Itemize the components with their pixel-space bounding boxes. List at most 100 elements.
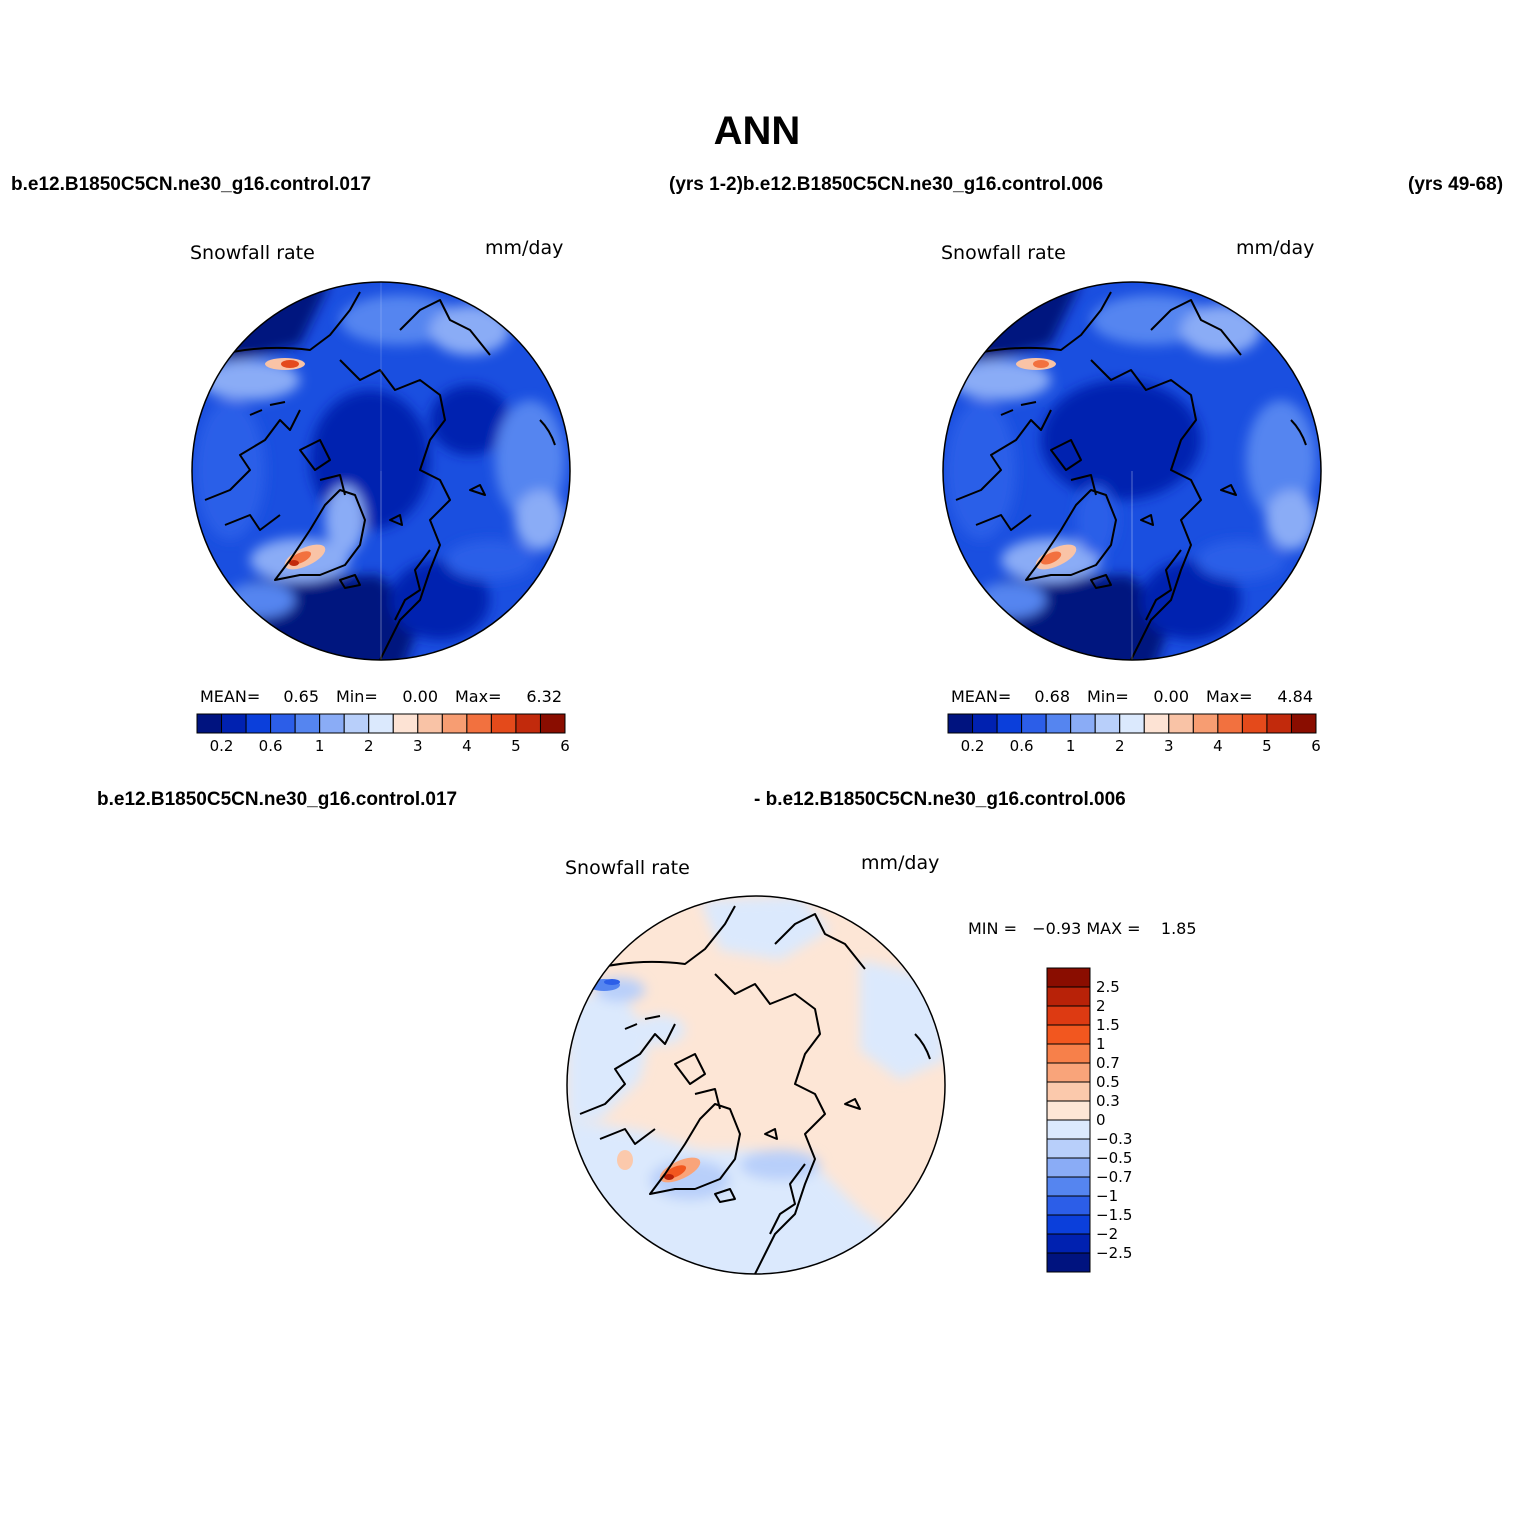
diff-colorbar-swatch	[1046, 1214, 1091, 1235]
panel-1-colorbar-tick-label: 3	[413, 737, 423, 755]
diff-header-right: - b.e12.B1850C5CN.ne30_g16.control.006	[754, 789, 1126, 810]
diff-colorbar-tick-label: −1.5	[1096, 1206, 1132, 1224]
diff-colorbar-swatch	[1046, 1062, 1091, 1083]
diff-polar-map	[567, 896, 945, 1274]
diff-colorbar-tick-label: 1.5	[1096, 1016, 1120, 1034]
panel-1-polar-map	[192, 282, 570, 660]
panel-1-colorbar-swatch	[196, 713, 223, 734]
panel-2-colorbar-tick-label: 3	[1164, 737, 1174, 755]
panel-1-colorbar-swatch	[539, 713, 566, 734]
figure-title: ANN	[714, 109, 801, 153]
diff-colorbar-tick-label: −0.3	[1096, 1130, 1132, 1148]
panel-1-colorbar-swatch	[319, 713, 345, 734]
diff-colorbar-swatch	[1046, 1081, 1091, 1102]
panel-1-colorbar-swatch	[515, 713, 541, 734]
diff-colorbar-tick-label: −2.5	[1096, 1244, 1132, 1262]
header-left: b.e12.B1850C5CN.ne30_g16.control.017	[11, 174, 371, 195]
diff-colorbar-tick-label: 2.5	[1096, 978, 1120, 996]
panel-2-colorbar-swatch	[1045, 713, 1072, 734]
diff-variable: Snowfall rate	[565, 857, 690, 879]
panel-1-colorbar-tick-label: 4	[462, 737, 472, 755]
map-panel-2: Snowfall rate mm/day	[941, 237, 1322, 755]
diff-units: mm/day	[861, 852, 939, 874]
panel-1-colorbar-swatch	[441, 713, 468, 734]
panel-2-colorbar-swatch	[1266, 713, 1292, 734]
diff-colorbar-tick-label: 0.5	[1096, 1073, 1120, 1091]
panel-1-colorbar-swatch	[368, 713, 394, 734]
map-panel-diff: Snowfall rate mm/day MIN = −0.93 MAX = 1…	[565, 852, 1197, 1275]
panel-1-colorbar-swatch	[270, 713, 296, 734]
panel-1-max-value: 6.32	[526, 687, 562, 706]
diff-colorbar-tick-label: 0	[1096, 1111, 1106, 1129]
panel-2-colorbar-swatch	[1094, 713, 1121, 734]
panel-1-colorbar-tick-label: 2	[364, 737, 374, 755]
panel-2-colorbar-swatch	[1021, 713, 1047, 734]
panel-1-colorbar-swatch	[417, 713, 443, 734]
panel-2-colorbar-swatch	[1168, 713, 1194, 734]
panel-2-mean-value: 0.68	[1034, 687, 1070, 706]
panel-1-mean-value: 0.65	[283, 687, 319, 706]
diff-colorbar-swatch	[1046, 1157, 1091, 1178]
panel-2-colorbar-swatch	[1143, 713, 1170, 734]
diff-colorbar-swatch	[1046, 1024, 1091, 1045]
panel-1-colorbar-swatch	[392, 713, 419, 734]
panel-2-colorbar-swatch	[996, 713, 1023, 734]
map-panel-1: Snowfall rate mm/day	[190, 237, 571, 755]
panel-1-min-value: 0.00	[402, 687, 438, 706]
panel-1-max-label: Max=	[455, 687, 501, 706]
panel-1-colorbar-swatch	[466, 713, 492, 734]
panel-1-min-label: Min=	[336, 687, 378, 706]
panel-1-colorbar: 0.2 0.6 1 2 3 4 5 6	[196, 713, 570, 755]
diff-colorbar-swatch	[1046, 967, 1091, 988]
panel-2-colorbar-swatch	[972, 713, 998, 734]
diff-header-left: b.e12.B1850C5CN.ne30_g16.control.017	[97, 789, 457, 810]
header-right: (yrs 49-68)	[1408, 174, 1503, 195]
panel-2-polar-map	[943, 282, 1321, 660]
diff-colorbar-tick-label: 0.7	[1096, 1054, 1120, 1072]
diff-colorbar-swatch	[1046, 1100, 1091, 1121]
header-mid: (yrs 1-2)b.e12.B1850C5CN.ne30_g16.contro…	[669, 174, 1103, 195]
panel-1-colorbar-swatch	[245, 713, 272, 734]
diff-colorbar-tick-label: 0.3	[1096, 1092, 1120, 1110]
panel-2-colorbar-swatch	[1290, 713, 1317, 734]
panel-1-colorbar-tick-label: 0.2	[210, 737, 234, 755]
panel-2-colorbar-swatch	[1217, 713, 1243, 734]
diff-colorbar-swatch	[1046, 1233, 1091, 1254]
panel-2-variable: Snowfall rate	[941, 242, 1066, 264]
panel-1-variable: Snowfall rate	[190, 242, 315, 264]
panel-2-colorbar-swatch	[1241, 713, 1268, 734]
panel-1-units: mm/day	[485, 237, 563, 259]
diff-colorbar-swatch	[1046, 986, 1091, 1007]
panel-2-colorbar-tick-label: 6	[1311, 737, 1321, 755]
diff-colorbar: 2.521.510.70.50.30−0.3−0.5−0.7−1−1.5−2−2…	[1046, 967, 1132, 1273]
panel-2-colorbar-tick-label: 0.6	[1010, 737, 1034, 755]
diff-minmax: MIN = −0.93 MAX = 1.85	[968, 919, 1197, 938]
diff-colorbar-tick-label: −1	[1096, 1187, 1118, 1205]
diff-colorbar-swatch	[1046, 1176, 1091, 1197]
diff-colorbar-swatch	[1046, 1195, 1091, 1216]
panel-1-colorbar-tick-label: 1	[315, 737, 325, 755]
diff-colorbar-tick-label: −0.5	[1096, 1149, 1132, 1167]
diff-colorbar-swatch	[1046, 1138, 1091, 1159]
diff-colorbar-swatch	[1046, 1043, 1091, 1064]
panel-1-colorbar-swatch	[294, 713, 321, 734]
panel-2-mean-label: MEAN=	[951, 687, 1011, 706]
panel-1-colorbar-swatch	[221, 713, 247, 734]
panel-1-mean-label: MEAN=	[200, 687, 260, 706]
panel-2-colorbar-swatch	[1119, 713, 1145, 734]
panel-2-colorbar-swatch	[1070, 713, 1096, 734]
panel-2-units: mm/day	[1236, 237, 1314, 259]
panel-2-colorbar-tick-label: 2	[1115, 737, 1125, 755]
panel-1-colorbar-swatch	[490, 713, 517, 734]
diff-colorbar-swatch	[1046, 1252, 1091, 1273]
panel-2-min-label: Min=	[1087, 687, 1129, 706]
diff-colorbar-tick-label: 2	[1096, 997, 1106, 1015]
panel-2-max-value: 4.84	[1277, 687, 1313, 706]
panel-2-min-value: 0.00	[1153, 687, 1189, 706]
panel-2-colorbar-tick-label: 4	[1213, 737, 1223, 755]
panel-2-colorbar-swatch	[1192, 713, 1219, 734]
panel-1-colorbar-tick-label: 0.6	[259, 737, 283, 755]
panel-1-colorbar-tick-label: 5	[511, 737, 521, 755]
diff-colorbar-tick-label: 1	[1096, 1035, 1106, 1053]
